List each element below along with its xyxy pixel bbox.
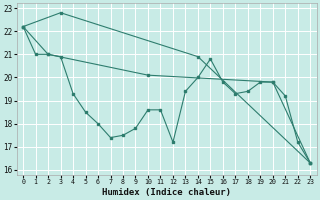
X-axis label: Humidex (Indice chaleur): Humidex (Indice chaleur) — [102, 188, 231, 197]
